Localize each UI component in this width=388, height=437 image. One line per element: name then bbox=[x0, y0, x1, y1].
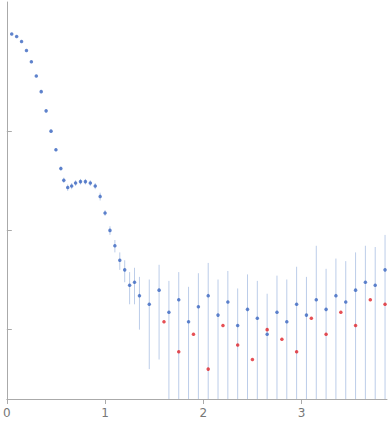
svg-text:0: 0 bbox=[3, 406, 11, 420]
svg-text:1: 1 bbox=[101, 406, 109, 420]
svg-text:2: 2 bbox=[199, 406, 207, 420]
svg-text:3: 3 bbox=[298, 406, 306, 420]
